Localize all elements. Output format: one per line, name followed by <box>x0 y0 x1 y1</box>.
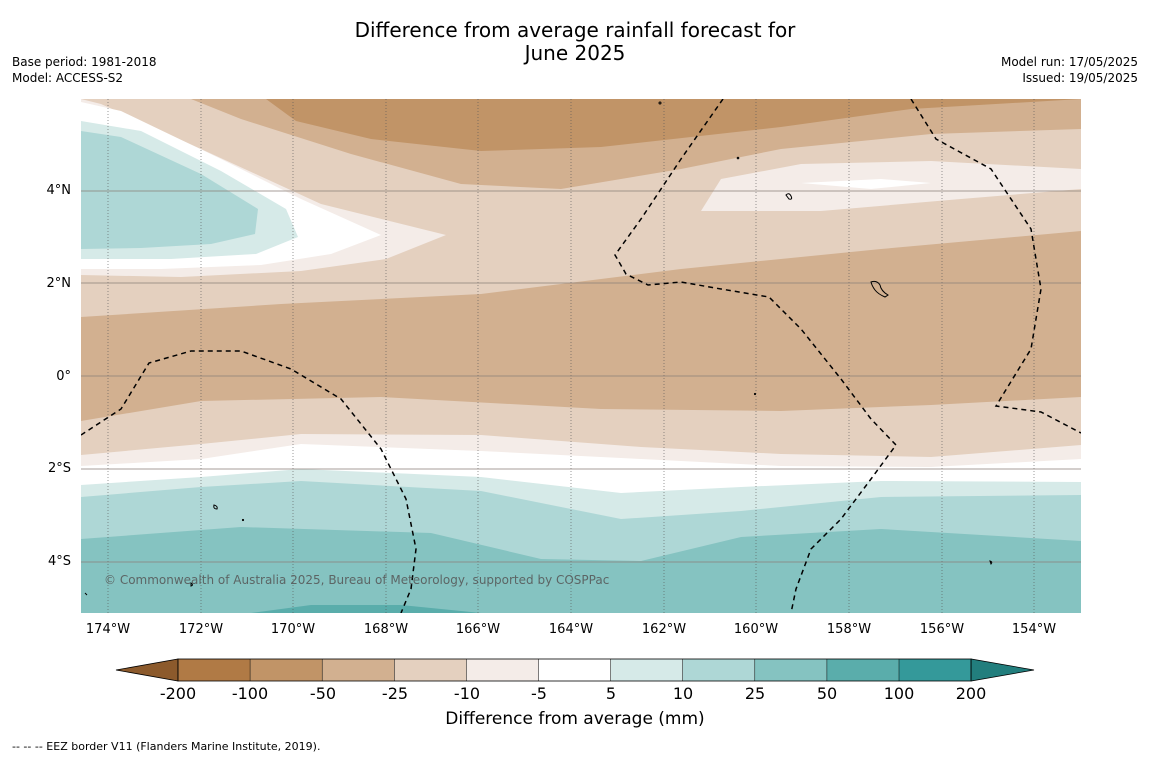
map-plot: © Commonwealth of Australia 2025, Bureau… <box>81 99 1081 613</box>
eez-legend-note: -- -- -- EEZ border V11 (Flanders Marine… <box>12 740 321 753</box>
colorbar-tick-label: 10 <box>672 684 694 703</box>
colorbar-tick-label: 5 <box>605 684 617 703</box>
lon-label-166w: 166°W <box>455 622 501 637</box>
anomaly-band-north-dark <box>266 99 1081 151</box>
copyright-notice: © Commonwealth of Australia 2025, Bureau… <box>104 573 609 587</box>
lon-label-158w: 158°W <box>826 622 872 637</box>
title-line-1: Difference from average rainfall forecas… <box>354 18 796 42</box>
colorbar-swatch <box>250 659 323 681</box>
map-title: Difference from average rainfall forecas… <box>0 19 1150 65</box>
anomaly-lobe-west-teal <box>81 131 258 249</box>
island-dot-north <box>658 101 662 105</box>
colorbar-tick-label: 25 <box>744 684 766 703</box>
colorbar-tick-label: -200 <box>159 684 197 703</box>
colorbar-swatch <box>826 659 899 681</box>
lon-label-170w: 170°W <box>270 622 316 637</box>
island-small <box>84 592 88 596</box>
lat-label-2s: 2°S <box>47 461 71 476</box>
lon-label-154w: 154°W <box>1011 622 1057 637</box>
model-name: Model: ACCESS-S2 <box>12 71 124 85</box>
colorbar-swatch <box>322 659 395 681</box>
lon-label-174w: 174°W <box>85 622 131 637</box>
lat-label-equator: 0° <box>56 369 71 384</box>
issued-date: Issued: 19/05/2025 <box>1022 71 1138 85</box>
anomaly-patch-south-dark-teal <box>251 605 481 613</box>
lon-label-156w: 156°W <box>919 622 965 637</box>
anomaly-patch-white <box>801 179 931 189</box>
colorbar-tick-label: 100 <box>883 684 915 703</box>
island-atoll <box>870 280 889 298</box>
eez-border-lines <box>81 99 1081 613</box>
model-info: Base period: 1981-2018 Model: ACCESS-S2 <box>12 54 157 86</box>
island-south <box>190 582 193 587</box>
colorbar-swatch <box>610 659 683 681</box>
colorbar-swatch <box>178 659 251 681</box>
colorbar-tick-label: 50 <box>816 684 838 703</box>
model-run-date: Model run: 17/05/2025 <box>1000 55 1138 69</box>
run-info: Model run: 17/05/2025 Issued: 19/05/2025 <box>1001 54 1138 86</box>
island-southwest <box>213 504 218 510</box>
colorbar-outline <box>177 658 972 682</box>
colorbar <box>115 658 1035 682</box>
island-north <box>785 193 793 200</box>
island-dot-equator <box>753 392 757 396</box>
lon-label-172w: 172°W <box>178 622 224 637</box>
colorbar-tick-label: -50 <box>309 684 337 703</box>
lon-label-168w: 168°W <box>363 622 409 637</box>
colorbar-extension-high <box>970 658 1035 682</box>
title-line-2: June 2025 <box>524 41 626 65</box>
colorbar-swatch <box>754 659 827 681</box>
islands <box>84 101 993 596</box>
colorbar-tick-label: -100 <box>231 684 269 703</box>
lon-label-160w: 160°W <box>733 622 779 637</box>
colorbar-tick-label: -5 <box>531 684 547 703</box>
lat-label-4s: 4°S <box>47 554 71 569</box>
colorbar-extension-low <box>115 658 179 682</box>
lon-label-164w: 164°W <box>548 622 594 637</box>
island-southeast <box>989 560 993 565</box>
colorbar-tick-label: -25 <box>381 684 409 703</box>
base-period: Base period: 1981-2018 <box>12 55 157 69</box>
lat-label-4n: 4°N <box>46 183 72 198</box>
graticule <box>81 99 1081 613</box>
colorbar-title: Difference from average (mm) <box>445 709 705 729</box>
colorbar-tick-label: -10 <box>453 684 481 703</box>
colorbar-tick-label: 200 <box>955 684 987 703</box>
colorbar-swatch <box>899 659 972 681</box>
lon-label-162w: 162°W <box>641 622 687 637</box>
lat-label-2n: 2°N <box>46 276 72 291</box>
colorbar-swatch <box>466 659 539 681</box>
colorbar-swatch <box>394 659 467 681</box>
colorbar-swatch <box>538 659 611 681</box>
colorbar-swatch <box>682 659 755 681</box>
island-dot-south <box>241 518 245 522</box>
anomaly-band-south-mid-teal <box>81 527 1081 613</box>
island-dot-north-east <box>736 156 740 160</box>
